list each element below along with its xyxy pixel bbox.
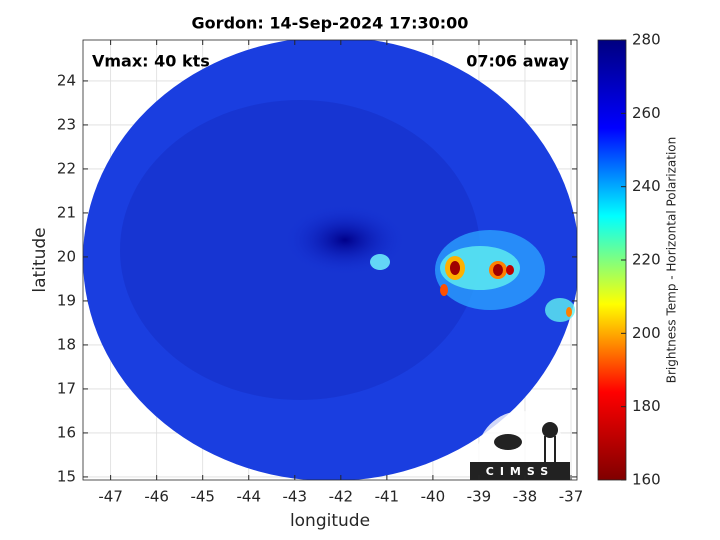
colorbar-tick-label: 200 xyxy=(632,324,661,342)
colorbar-tick-label: 180 xyxy=(632,397,661,415)
annotation: Vmax: 40 kts xyxy=(92,52,210,71)
x-tick-label: -45 xyxy=(190,488,215,506)
logo-tower xyxy=(542,422,558,438)
y-tick-label: 16 xyxy=(57,423,76,441)
x-tick-label: -43 xyxy=(283,488,308,506)
convection xyxy=(440,246,520,290)
convection xyxy=(370,254,390,270)
x-axis-label: longitude xyxy=(290,511,370,531)
convection xyxy=(450,261,460,275)
y-tick-label: 23 xyxy=(57,115,76,133)
colorbar-tick-label: 280 xyxy=(632,31,661,49)
logo-dish xyxy=(494,434,522,450)
chart-title: Gordon: 14-Sep-2024 17:30:00 xyxy=(192,14,469,33)
x-tick-label: -37 xyxy=(559,488,584,506)
y-tick-label: 21 xyxy=(57,203,76,221)
x-tick-label: -40 xyxy=(421,488,446,506)
colorbar-label: Brightness Temp - Horizontal Polarizatio… xyxy=(665,137,679,384)
logo-base xyxy=(470,462,570,480)
y-tick-label: 22 xyxy=(57,159,76,177)
colorbar-tick-label: 260 xyxy=(632,104,661,122)
logo: CIMSS xyxy=(470,411,570,501)
logo-tower xyxy=(554,436,556,464)
plot-frame xyxy=(82,39,578,481)
logo-text: CIMSS xyxy=(486,465,554,478)
y-tick-label: 15 xyxy=(57,467,76,485)
convection xyxy=(506,265,514,275)
annotation: 07:06 away xyxy=(466,52,569,71)
x-tick-label: -39 xyxy=(467,488,492,506)
x-tick-label: -47 xyxy=(98,488,123,506)
x-tick-label: -42 xyxy=(329,488,354,506)
x-tick-label: -38 xyxy=(513,488,538,506)
convection xyxy=(566,307,572,317)
logo-tower xyxy=(544,436,546,464)
convection xyxy=(493,264,503,276)
y-axis-label: latitude xyxy=(30,227,50,292)
x-tick-label: -41 xyxy=(375,488,400,506)
image-layer xyxy=(83,40,577,480)
y-tick-label: 20 xyxy=(57,247,76,265)
y-tick-label: 24 xyxy=(57,71,76,89)
y-tick-label: 17 xyxy=(57,379,76,397)
y-tick-label: 19 xyxy=(57,291,76,309)
colorbar-tick-label: 220 xyxy=(632,251,661,269)
y-tick-label: 18 xyxy=(57,335,76,353)
x-tick-label: -44 xyxy=(236,488,261,506)
x-tick-label: -46 xyxy=(144,488,169,506)
convection xyxy=(440,284,448,296)
colorbar-tick-label: 160 xyxy=(632,471,661,489)
colorbar-tick-label: 240 xyxy=(632,177,661,195)
